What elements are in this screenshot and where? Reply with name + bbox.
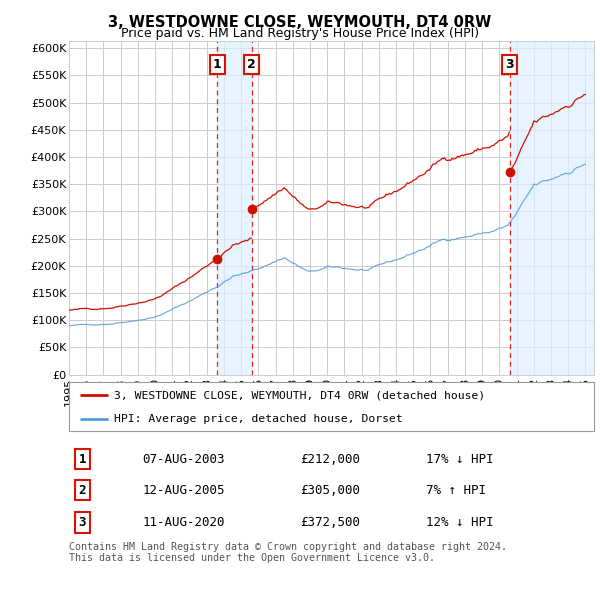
Text: 17% ↓ HPI: 17% ↓ HPI [426, 453, 493, 466]
Text: 3, WESTDOWNE CLOSE, WEYMOUTH, DT4 0RW (detached house): 3, WESTDOWNE CLOSE, WEYMOUTH, DT4 0RW (d… [113, 391, 485, 401]
Text: 1: 1 [79, 453, 86, 466]
Text: 3: 3 [79, 516, 86, 529]
Bar [510, 41, 594, 375]
Text: 2: 2 [247, 58, 256, 71]
Text: 2: 2 [79, 484, 86, 497]
Text: £372,500: £372,500 [300, 516, 360, 529]
Text: 11-AUG-2020: 11-AUG-2020 [143, 516, 225, 529]
Bar [217, 41, 251, 375]
Text: £305,000: £305,000 [300, 484, 360, 497]
Text: 07-AUG-2003: 07-AUG-2003 [143, 453, 225, 466]
Text: 12-AUG-2005: 12-AUG-2005 [143, 484, 225, 497]
Text: £212,000: £212,000 [300, 453, 360, 466]
Text: HPI: Average price, detached house, Dorset: HPI: Average price, detached house, Dors… [113, 414, 403, 424]
Text: 3: 3 [505, 58, 514, 71]
Text: 3, WESTDOWNE CLOSE, WEYMOUTH, DT4 0RW: 3, WESTDOWNE CLOSE, WEYMOUTH, DT4 0RW [109, 15, 491, 30]
Text: 12% ↓ HPI: 12% ↓ HPI [426, 516, 493, 529]
Text: Contains HM Land Registry data © Crown copyright and database right 2024.
This d: Contains HM Land Registry data © Crown c… [69, 542, 507, 563]
Text: 1: 1 [213, 58, 221, 71]
Text: 7% ↑ HPI: 7% ↑ HPI [426, 484, 486, 497]
Text: Price paid vs. HM Land Registry's House Price Index (HPI): Price paid vs. HM Land Registry's House … [121, 27, 479, 40]
